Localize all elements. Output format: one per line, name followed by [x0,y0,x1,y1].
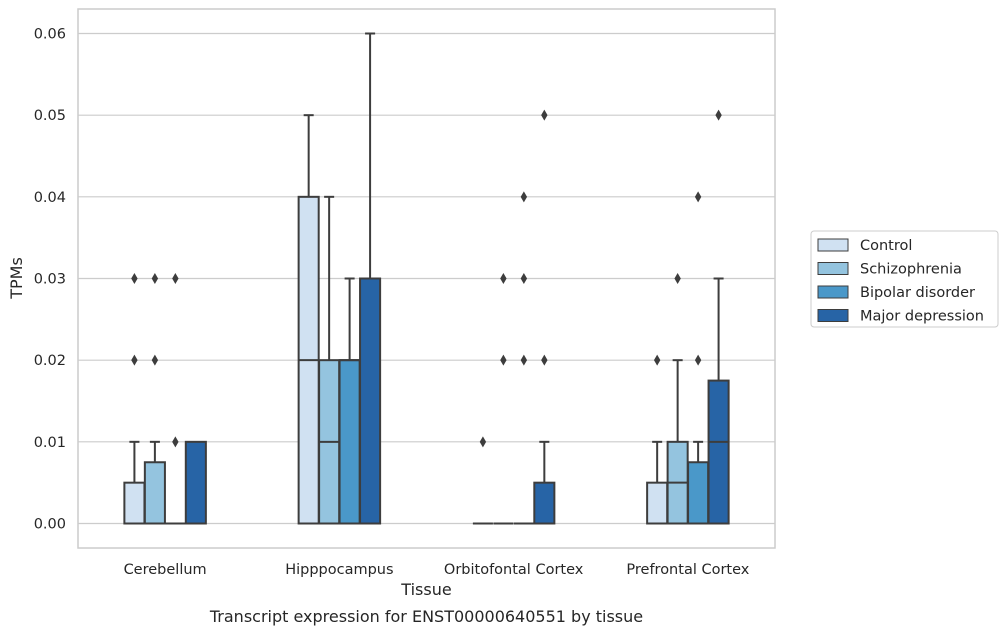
y-axis-title: TPMs [7,257,26,300]
outlier-point [520,273,528,284]
legend-swatch [817,285,849,299]
box-iqr [143,461,166,525]
legend-label: Schizophrenia [860,262,962,278]
legend-label: Control [860,238,912,254]
x-tick-label: Cerebellum [124,562,207,578]
box-group [472,436,493,525]
box-iqr [646,481,669,525]
box-group [687,191,710,525]
y-tick-label: 0.02 [34,353,66,369]
x-axis-title: Tissue [400,580,451,599]
box-group [297,114,320,525]
outlier-point [694,354,702,366]
y-tick-label: 0.06 [34,27,66,43]
box-group [666,273,689,525]
outlier-point [500,273,507,284]
outlier-point [500,354,507,366]
outlier-point [520,354,528,366]
box-group [359,32,382,525]
box-group [165,273,186,525]
legend-swatch [817,238,849,252]
outlier-point [715,109,722,121]
x-tick-label: Prefrontal Cortex [626,562,749,578]
box-group [513,191,534,525]
boxes [123,32,730,525]
outlier-point [479,436,487,448]
outlier-point [131,354,138,366]
box-iqr [359,277,382,525]
x-tick-label: Orbitofontal Cortex [444,562,584,578]
box-group [318,195,341,525]
y-tick-labels: 0.00 0.01 0.02 0.03 0.04 0.05 0.06 [34,27,66,533]
box-iqr [184,440,207,525]
box-group [533,109,556,525]
box-group [184,440,207,525]
y-tick-label: 0.03 [34,272,66,288]
legend-label: Major depression [860,309,984,325]
box-group [646,354,669,525]
outlier-point [151,354,159,366]
outlier-point [172,436,179,448]
outlier-point [653,354,661,366]
plot-area-frame [77,8,776,549]
outlier-point [172,273,179,284]
box-group [493,273,514,525]
outlier-point [151,273,159,284]
box-group [143,273,166,525]
legend-frame [810,230,999,328]
y-tick-label: 0.01 [34,435,66,451]
outlier-point [541,109,548,121]
box-iqr [533,481,556,525]
legend-label: Bipolar disorder [860,285,975,301]
box-iqr [687,461,710,525]
x-tick-labels: Cerebellum Hipppocampus Orbitofontal Corte… [124,562,750,578]
box-group [338,277,361,525]
box-iqr [123,481,146,525]
x-tick-label: Hipppocampus [285,562,393,578]
box-iqr [338,359,361,525]
box-iqr [707,379,730,525]
outlier-point [694,191,702,203]
box-group [123,273,146,525]
legend: Control Schizophrenia Bipolar disorder Majo… [810,230,999,328]
chart-caption: Transcript expression for ENST0000064055… [209,607,643,626]
outlier-point [541,354,548,366]
legend-swatch [817,262,849,275]
outlier-point [674,273,681,284]
legend-swatch [817,309,849,322]
y-tick-label: 0.05 [34,108,66,124]
y-tick-label: 0.04 [34,190,66,206]
outlier-point [520,191,528,203]
outlier-point [131,273,138,284]
y-tick-label: 0.00 [34,517,66,533]
box-group [707,109,730,525]
